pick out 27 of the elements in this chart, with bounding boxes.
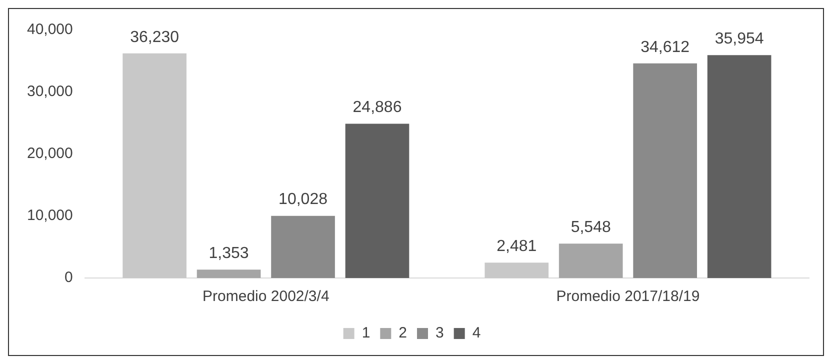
y-tick-label: 40,000 xyxy=(26,21,73,38)
y-tick-label: 10,000 xyxy=(26,207,73,224)
legend-label: 3 xyxy=(436,324,444,342)
y-tick-label: 30,000 xyxy=(26,83,73,100)
data-label: 2,481 xyxy=(496,238,537,256)
data-label: 5,548 xyxy=(570,219,611,236)
bar xyxy=(484,262,549,278)
bar xyxy=(122,53,186,278)
x-tick-label: Promedio 2017/18/19 xyxy=(556,288,700,306)
data-label: 10,028 xyxy=(278,191,328,208)
data-label: 34,612 xyxy=(640,38,690,56)
bar xyxy=(633,63,697,278)
data-label: 24,886 xyxy=(352,99,402,116)
bar xyxy=(196,270,261,278)
bar xyxy=(271,216,335,278)
legend-label: 4 xyxy=(472,324,481,342)
data-label: 36,230 xyxy=(130,28,180,46)
y-tick-label: 0 xyxy=(64,269,73,286)
bar xyxy=(707,55,772,278)
bar xyxy=(558,244,623,278)
data-label: 35,954 xyxy=(714,30,764,48)
bar xyxy=(345,124,410,278)
x-tick-label: Promedio 2002/3/4 xyxy=(202,288,330,306)
legend-label: 1 xyxy=(362,324,370,342)
legend-label: 2 xyxy=(398,324,407,342)
y-tick-label: 20,000 xyxy=(26,145,73,162)
data-label: 1,353 xyxy=(208,245,249,262)
